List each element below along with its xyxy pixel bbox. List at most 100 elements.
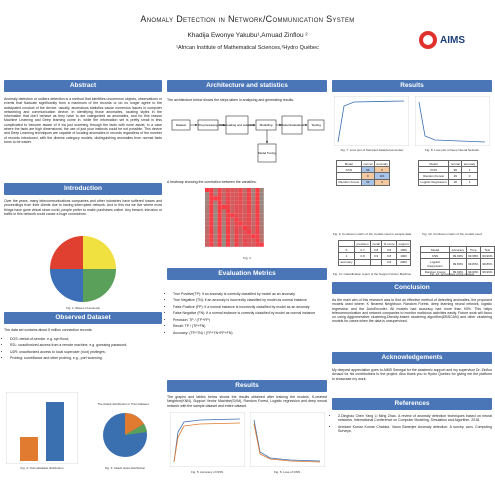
heat-cell xyxy=(205,242,210,247)
heat-cell xyxy=(247,238,252,243)
heat-cell xyxy=(230,221,235,226)
caption: Fig. 2: Normal/attack distribution xyxy=(20,466,64,470)
list-item: Recall: TP / (TP+FN) xyxy=(173,324,327,328)
heat-cell xyxy=(255,200,260,205)
section-header: Results xyxy=(332,80,492,92)
node-label: Model Tuning xyxy=(258,151,276,155)
heat-cell xyxy=(242,196,247,201)
heat-cell xyxy=(230,234,235,239)
heat-cell xyxy=(205,217,210,222)
heat-cell xyxy=(234,200,239,205)
heat-cell xyxy=(213,200,218,205)
heat-cell xyxy=(247,200,252,205)
heat-cell xyxy=(213,238,218,243)
caption: Fig. 8: Loss plot of Deep Neural Network xyxy=(424,148,480,152)
heat-cell xyxy=(247,188,252,193)
line-figure xyxy=(334,96,409,146)
heat-cell xyxy=(213,217,218,222)
heat-cell xyxy=(209,238,214,243)
heat-cell xyxy=(226,213,231,218)
heat-cell xyxy=(213,230,218,235)
logo-text: AIMS xyxy=(440,35,465,46)
heat-cell xyxy=(205,221,210,226)
heat-cell xyxy=(238,217,243,222)
heat-cell xyxy=(251,230,256,235)
line-figure xyxy=(415,96,490,146)
table-row: KNN 99.99% 99.98% 99.99% xyxy=(419,252,495,260)
table-row: accuracy 0.8 2000 xyxy=(337,258,412,266)
heat-cell xyxy=(255,230,260,235)
table-grid: precision recall f1-score support 0 0.7 0.8 0.8… xyxy=(337,239,412,266)
heat-cell xyxy=(205,200,210,205)
section-header: Evaluation Metrics xyxy=(167,268,327,280)
heat-cell xyxy=(259,238,264,243)
section-header: Results xyxy=(167,380,327,392)
heat-cell xyxy=(209,230,214,235)
list-item: Z.Dinghao Chen Yang Li Ming Zhao. A revi… xyxy=(338,414,492,423)
heat-cell xyxy=(230,188,235,193)
heat-cell xyxy=(234,209,239,214)
table-cell: 99.83% xyxy=(465,258,481,270)
table-grid: Model normal anomaly KNN 99 0 0 101 Random Fores… xyxy=(336,159,391,186)
heat-cell xyxy=(242,217,247,222)
heat-cell xyxy=(230,230,235,235)
heat-cell xyxy=(205,209,210,214)
heat-cell xyxy=(205,188,210,193)
heat-cell xyxy=(238,204,243,209)
heat-cell xyxy=(226,192,231,197)
heat-cell xyxy=(251,234,256,239)
table-cell: 0 xyxy=(373,178,391,186)
table-cell: Logistic Regression xyxy=(419,258,451,270)
heat-cell xyxy=(247,221,252,226)
heat-cell xyxy=(205,238,210,243)
heat-cell xyxy=(242,204,247,209)
heat-cell xyxy=(242,225,247,230)
heat-cell xyxy=(259,204,264,209)
line-figure xyxy=(170,412,245,467)
caption: Fig. 6: Loss of DNN xyxy=(273,470,301,474)
heat-cell xyxy=(251,221,256,226)
heat-cell xyxy=(226,225,231,230)
heat-cell xyxy=(221,204,226,209)
heat-cell xyxy=(221,213,226,218)
heat-cell xyxy=(238,230,243,235)
heat-cell xyxy=(251,209,256,214)
heat-cell xyxy=(259,209,264,214)
heat-cell xyxy=(205,204,210,209)
list-item: U2R: unauthorized access to local superu… xyxy=(10,350,162,354)
table-cell: 2000 xyxy=(396,258,412,266)
results-text: The graphs and tables below shows the re… xyxy=(167,395,327,408)
node-label: Testing xyxy=(311,123,321,127)
heat-cell xyxy=(205,192,210,197)
authors: Khadija Ewonye Yakubu¹,Arnuad Zinflou ² xyxy=(187,32,308,39)
heat-cell xyxy=(242,221,247,226)
table-cell: Random Forest xyxy=(336,178,362,186)
heat-cell xyxy=(255,213,260,218)
heat-cell xyxy=(209,192,214,197)
heat-cell xyxy=(221,192,226,197)
heat-cell xyxy=(230,196,235,201)
heat-cell xyxy=(234,192,239,197)
heat-cell xyxy=(209,217,214,222)
heat-cell xyxy=(242,192,247,197)
heat-cell xyxy=(251,192,256,197)
heat-cell xyxy=(230,200,235,205)
caption: Fig. 1: Waves of anomaly xyxy=(66,306,100,310)
heat-cell xyxy=(238,234,243,239)
heat-cell xyxy=(209,221,214,226)
section-header: References xyxy=(332,398,492,410)
heat-cell xyxy=(247,209,252,214)
heat-cell xyxy=(221,188,226,193)
heat-cell xyxy=(247,230,252,235)
heat-cell xyxy=(213,192,218,197)
heat-cell xyxy=(209,225,214,230)
table-row: precision recall f1-score support xyxy=(337,239,412,248)
heat-cell xyxy=(259,200,264,205)
heat-cell xyxy=(209,204,214,209)
heat-cell xyxy=(238,242,243,247)
list-item: False Negative (FN): if a normal instanc… xyxy=(173,311,327,315)
node-label: Model Evaluation xyxy=(280,123,303,127)
flow-diagram: Dataset Preprocessing Data loading and s… xyxy=(171,115,325,163)
heat-cell xyxy=(230,225,235,230)
heat-cell xyxy=(259,188,264,193)
